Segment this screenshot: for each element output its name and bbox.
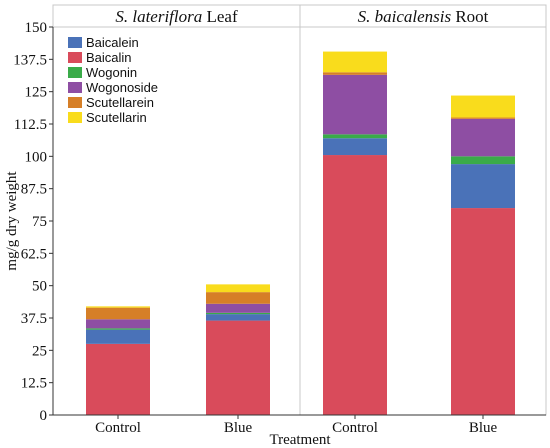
bar-segment-wogonoside [206, 303, 270, 313]
y-tick-label: 12.5 [21, 376, 47, 392]
legend-label-baicalin: Baicalin [86, 50, 132, 65]
bar-segment-baicalein [86, 329, 150, 344]
panel-title: S. lateriflora Leaf [115, 7, 238, 26]
bar-segment-wogonin [206, 312, 270, 315]
y-tick-label: 50 [32, 279, 47, 295]
panel-title: S. baicalensis Root [358, 7, 489, 26]
bar-segment-baicalin [323, 155, 387, 416]
y-tick-label: 112.5 [14, 117, 47, 133]
legend-swatch-scutellarein [68, 97, 82, 108]
bar-segment-scutellarin [206, 284, 270, 293]
bar-segment-baicalein [451, 164, 515, 209]
legend-swatch-wogonoside [68, 82, 82, 93]
legend-swatch-wogonin [68, 67, 82, 78]
legend-swatch-baicalein [68, 37, 82, 48]
legend-label-baicalein: Baicalein [86, 35, 139, 50]
bar-segment-baicalein [323, 138, 387, 156]
bar-segment-wogonoside [451, 118, 515, 157]
y-tick-label: 125 [25, 85, 48, 101]
bar-segment-wogonoside [86, 319, 150, 329]
y-tick-label: 75 [32, 214, 47, 230]
panel-title-species: S. lateriflora [115, 7, 202, 26]
y-tick-label: 137.5 [13, 52, 47, 68]
y-tick-label: 100 [25, 149, 48, 165]
x-tick-label: Control [332, 420, 378, 436]
legend-swatch-baicalin [68, 52, 82, 63]
x-tick-label: Control [95, 420, 141, 436]
panel-title-species: S. baicalensis [358, 7, 452, 26]
x-tick-label: Blue [224, 420, 253, 436]
bar-segment-baicalin [206, 320, 270, 415]
bar-segment-scutellarin [86, 306, 150, 308]
legend-label-scutellarein: Scutellarein [86, 95, 154, 110]
bar-segment-scutellarin [451, 95, 515, 118]
x-axis-label: Treatment [269, 432, 331, 448]
panel-title-tissue: Root [451, 7, 489, 26]
bar-segment-scutellarein [451, 117, 515, 119]
bar-segment-baicalein [206, 314, 270, 321]
bar-segment-scutellarein [323, 72, 387, 75]
x-tick-label: Blue [469, 420, 498, 436]
y-axis-label: mg/g dry weight [4, 171, 20, 271]
y-tick-label: 37.5 [21, 311, 47, 327]
legend-swatch-scutellarin [68, 112, 82, 123]
bar-segment-scutellarein [86, 307, 150, 320]
bar-segment-wogonin [323, 134, 387, 139]
bar-segment-scutellarin [323, 51, 387, 73]
legend-label-wogonin: Wogonin [86, 65, 137, 80]
panel-title-tissue: Leaf [202, 7, 238, 26]
bar-segment-wogonin [451, 156, 515, 165]
legend-label-wogonoside: Wogonoside [86, 80, 158, 95]
bar-segment-wogonoside [323, 74, 387, 135]
bar-segment-scutellarein [206, 292, 270, 304]
bar-segment-baicalin [86, 343, 150, 415]
y-tick-label: 0 [40, 408, 48, 424]
bar-segment-baicalin [451, 208, 515, 415]
legend-label-scutellarin: Scutellarin [86, 110, 147, 125]
y-tick-label: 25 [32, 343, 47, 359]
y-tick-label: 150 [25, 20, 48, 36]
y-tick-label: 87.5 [21, 182, 47, 198]
y-tick-label: 62.5 [21, 246, 47, 262]
bar-segment-wogonin [86, 328, 150, 330]
